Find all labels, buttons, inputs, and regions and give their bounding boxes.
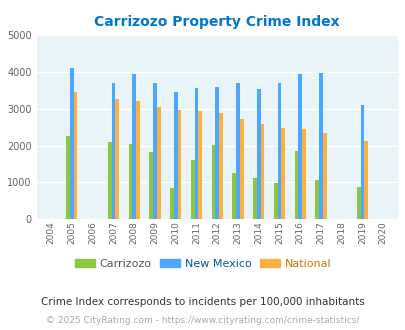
Text: Crime Index corresponds to incidents per 100,000 inhabitants: Crime Index corresponds to incidents per… (41, 297, 364, 307)
Bar (153, 83, 156, 219)
Bar (277, 83, 281, 219)
Bar (211, 145, 215, 219)
Bar (356, 187, 360, 219)
Bar (301, 129, 305, 219)
Bar (190, 160, 194, 219)
Bar (111, 83, 115, 219)
Bar (156, 107, 160, 219)
Bar (236, 83, 239, 219)
Bar (107, 142, 111, 219)
Bar (128, 144, 132, 219)
Bar (177, 110, 181, 219)
Bar (173, 92, 177, 219)
Title: Carrizozo Property Crime Index: Carrizozo Property Crime Index (94, 15, 339, 29)
Bar (273, 183, 277, 219)
Bar (322, 133, 326, 219)
Bar (364, 141, 367, 219)
Bar (136, 101, 139, 219)
Bar (294, 151, 298, 219)
Bar (219, 113, 222, 219)
Bar (260, 124, 264, 219)
Bar (198, 111, 202, 219)
Legend: Carrizozo, New Mexico, National: Carrizozo, New Mexico, National (70, 254, 335, 273)
Text: © 2025 CityRating.com - https://www.cityrating.com/crime-statistics/: © 2025 CityRating.com - https://www.city… (46, 316, 359, 325)
Bar (318, 74, 322, 219)
Bar (115, 99, 119, 219)
Bar (132, 74, 136, 219)
Bar (215, 87, 219, 219)
Bar (232, 173, 236, 219)
Bar (256, 89, 260, 219)
Bar (239, 119, 243, 219)
Bar (315, 180, 318, 219)
Bar (252, 178, 256, 219)
Bar (74, 92, 77, 219)
Bar (194, 88, 198, 219)
Bar (281, 128, 284, 219)
Bar (70, 68, 74, 219)
Bar (360, 105, 364, 219)
Bar (66, 136, 70, 219)
Bar (170, 188, 173, 219)
Bar (149, 152, 153, 219)
Bar (298, 74, 301, 219)
